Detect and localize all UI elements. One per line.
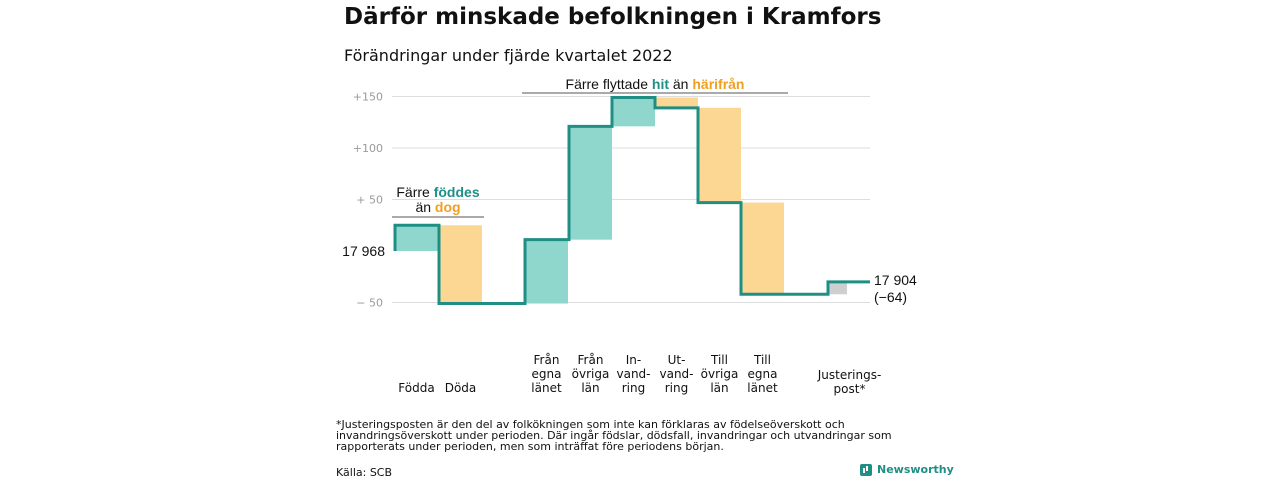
bar-increase: [525, 239, 568, 304]
category-label-line: Födda: [398, 381, 434, 395]
annotation-text: Färre flyttade: [566, 76, 652, 92]
category-label-line: länet: [747, 381, 778, 395]
category-label-line: Ut-: [668, 353, 686, 367]
category-label: Till övriga län: [701, 353, 739, 395]
category-label: Till egna länet: [747, 353, 778, 395]
start-value-label: 17 968: [342, 243, 385, 259]
category-label-line: övriga: [701, 367, 739, 381]
annotation-natural-line1: Färre föddes: [396, 184, 479, 200]
category-label-line: Från: [534, 353, 560, 367]
bar-decrease: [439, 225, 482, 304]
category-label: Döda: [445, 381, 477, 395]
y-tick-label: +100: [353, 142, 383, 155]
category-label-line: Från: [578, 353, 604, 367]
category-label-line: län: [581, 381, 599, 395]
category-label-line: ring: [665, 381, 689, 395]
category-label: Födda: [398, 381, 434, 395]
annotation-highlight-harifran: härifrån: [692, 76, 744, 92]
end-value-label: 17 904: [874, 272, 917, 288]
category-label-line: Till: [710, 353, 728, 367]
category-label-line: övriga: [572, 367, 610, 381]
y-tick-label: + 50: [356, 194, 383, 207]
annotation-migration: Färre flyttade hit än härifrån: [566, 76, 745, 92]
category-label-line: vand-: [659, 367, 693, 381]
bar-increase: [395, 225, 438, 251]
brand-name: Newsworthy: [877, 463, 954, 476]
category-label-line: Döda: [445, 381, 477, 395]
category-label: Från övriga län: [572, 353, 610, 395]
y-tick-label: +150: [353, 91, 383, 104]
category-label: Ut-vand-ring: [659, 353, 693, 395]
bar-adjustment: [828, 281, 847, 295]
end-change-label: (−64): [874, 289, 907, 305]
bar-decrease: [741, 202, 784, 295]
category-label: Justerings-post*: [817, 368, 882, 396]
category-label-line: In-: [626, 353, 641, 367]
chart-title: Därför minskade befolkningen i Kramfors: [344, 4, 882, 30]
annotation-highlight-hit: hit: [652, 76, 669, 92]
annotation-text: än: [415, 199, 434, 215]
category-label-line: länet: [531, 381, 562, 395]
annotation-text: än: [669, 76, 692, 92]
annotation-text: Färre: [396, 184, 433, 200]
chart-subtitle: Förändringar under fjärde kvartalet 2022: [344, 46, 673, 65]
source-label: Källa: SCB: [336, 466, 393, 479]
y-tick-label: − 50: [356, 297, 383, 310]
annotation-highlight-died: dog: [435, 199, 461, 215]
category-label-line: Till: [753, 353, 771, 367]
annotation-natural-line2: än dog: [415, 199, 460, 215]
category-label-line: egna: [532, 367, 562, 381]
footnote: *Justeringsposten är den del av folkökni…: [336, 418, 892, 453]
category-label-line: län: [710, 381, 728, 395]
category-label-line: egna: [748, 367, 778, 381]
bars: [395, 97, 847, 304]
category-label-line: vand-: [616, 367, 650, 381]
category-label-line: Justerings-: [817, 368, 882, 382]
bar-decrease: [655, 97, 698, 108]
category-label-line: post*: [834, 382, 866, 396]
category-label: In-vand-ring: [616, 353, 650, 395]
running-total-line: [393, 96, 870, 306]
annotation-highlight-born: föddes: [434, 184, 480, 200]
bar-decrease: [698, 107, 741, 203]
bar-chart-icon: [860, 463, 872, 476]
bar-increase: [612, 97, 655, 127]
category-label: Från egna länet: [531, 353, 562, 395]
brand-logo: Newsworthy: [860, 463, 954, 476]
bar-increase: [569, 126, 612, 240]
category-label-line: ring: [622, 381, 646, 395]
